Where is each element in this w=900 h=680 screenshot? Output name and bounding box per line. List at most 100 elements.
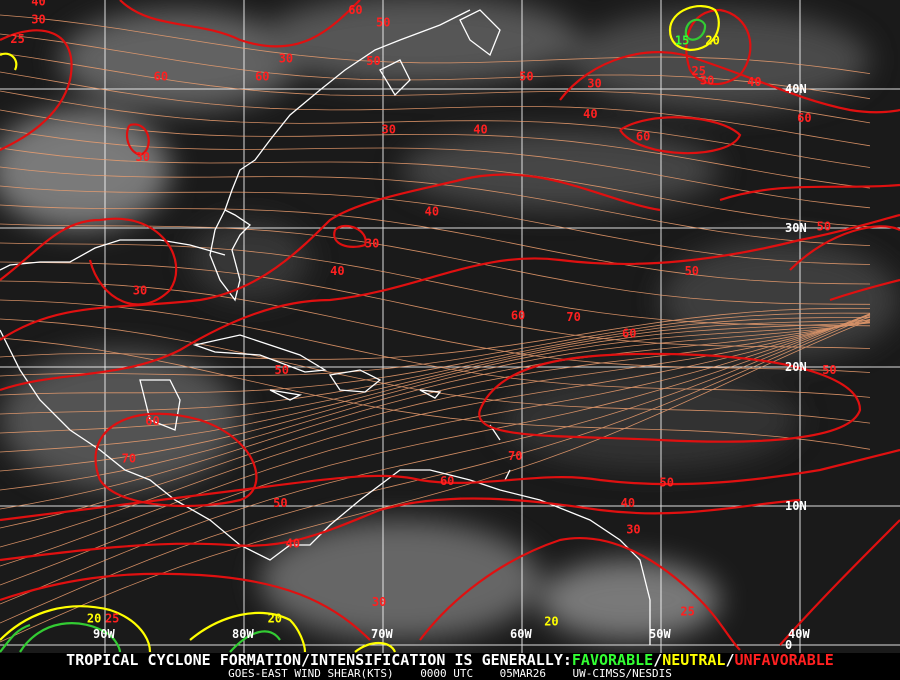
separator: / bbox=[653, 651, 663, 669]
contour-label: 15 bbox=[675, 33, 689, 47]
contour-label: 30 bbox=[700, 74, 714, 88]
contour-label: 30 bbox=[626, 523, 640, 537]
streamline bbox=[0, 316, 871, 624]
contour-label: 30 bbox=[133, 284, 147, 298]
contour-label: 40 bbox=[330, 264, 344, 278]
streamline bbox=[0, 312, 871, 377]
lat-label: 10N bbox=[785, 499, 807, 513]
caption-bar: TROPICAL CYCLONE FORMATION/INTENSIFICATI… bbox=[0, 653, 900, 680]
contour-label: 60 bbox=[145, 414, 159, 428]
contour-label: 30 bbox=[382, 122, 396, 136]
lat-label: 40N bbox=[785, 82, 807, 96]
legend-neutral: NEUTRAL bbox=[662, 651, 726, 669]
contour-label: 25 bbox=[10, 32, 24, 46]
contour-label: 50 bbox=[273, 496, 287, 510]
contour-label: 60 bbox=[440, 474, 454, 488]
streamline bbox=[0, 313, 871, 567]
contour-label: 40 bbox=[31, 0, 45, 8]
streamline bbox=[0, 313, 871, 586]
lon-label: 80W bbox=[232, 627, 254, 641]
lon-label: 70W bbox=[371, 627, 393, 641]
streamline bbox=[0, 320, 871, 415]
streamline bbox=[0, 322, 871, 472]
streamline bbox=[0, 318, 871, 424]
lon-label: 40W bbox=[788, 627, 810, 641]
axis-labels: 90W 80W 70W 60W 50W 40W 40N 30N 20N 10N 0 bbox=[93, 82, 810, 652]
contour-label: 25 bbox=[680, 605, 694, 619]
contour-label: 50 bbox=[366, 54, 380, 68]
streamline bbox=[0, 337, 871, 450]
streamline bbox=[0, 52, 871, 124]
contour-label: 20 bbox=[87, 612, 101, 626]
contour-label: 40 bbox=[286, 537, 300, 551]
headline: TROPICAL CYCLONE FORMATION/INTENSIFICATI… bbox=[0, 653, 900, 668]
contour-label: 30 bbox=[587, 76, 601, 90]
contour-label: 20 bbox=[268, 612, 282, 626]
streamline bbox=[0, 319, 871, 643]
contour-label: 30 bbox=[365, 236, 379, 250]
contour-label: 40 bbox=[473, 122, 487, 136]
contour-label: 70 bbox=[508, 449, 522, 463]
contour-label: 70 bbox=[566, 310, 580, 324]
contour-label: 30 bbox=[31, 13, 45, 27]
streamline bbox=[0, 320, 871, 491]
streamline bbox=[0, 307, 871, 360]
valid-date: 05MAR26 bbox=[499, 667, 547, 680]
contour-label: 20 bbox=[544, 614, 558, 628]
satellite-imagery bbox=[0, 0, 900, 640]
lat-label: 20N bbox=[785, 360, 807, 374]
streamline bbox=[0, 204, 871, 285]
streamline bbox=[0, 299, 871, 398]
product-info: GOES-EAST WIND SHEAR(KTS) 0000 UTC 05MAR… bbox=[0, 668, 900, 680]
lat-label: 0 bbox=[785, 638, 792, 652]
lon-label: 60W bbox=[510, 627, 532, 641]
streamline bbox=[0, 242, 871, 327]
streamline bbox=[0, 322, 871, 453]
streamline bbox=[0, 147, 871, 228]
contour-label: 50 bbox=[519, 69, 533, 83]
separator: / bbox=[725, 651, 735, 669]
streamline bbox=[0, 317, 870, 396]
streamline bbox=[0, 33, 871, 100]
contour-label: 40 bbox=[621, 496, 635, 510]
lon-label: 90W bbox=[93, 627, 115, 641]
contour-label: 30 bbox=[372, 595, 386, 609]
product-name: GOES-EAST WIND SHEAR(KTS) bbox=[228, 667, 394, 680]
contour-label: 50 bbox=[660, 475, 674, 489]
contour-label: 60 bbox=[154, 69, 168, 83]
streamline bbox=[0, 316, 871, 529]
contour-label: 50 bbox=[376, 15, 390, 29]
contour-label: 60 bbox=[636, 129, 650, 143]
valid-time: 0000 UTC bbox=[420, 667, 474, 680]
streamline bbox=[0, 90, 871, 168]
contour-label: 60 bbox=[511, 309, 525, 323]
contour-label: 25 bbox=[105, 612, 119, 626]
contour-label: 50 bbox=[685, 264, 699, 278]
contour-labels: 4030252060506060305050304030403060604030… bbox=[10, 0, 836, 628]
contour-label: 20 bbox=[705, 33, 719, 47]
contour-label: 60 bbox=[622, 327, 636, 341]
contour-label: 50 bbox=[275, 363, 289, 377]
shear-contours bbox=[0, 0, 900, 653]
contour-label: 40 bbox=[747, 75, 761, 89]
contour-label: 50 bbox=[817, 220, 831, 234]
streamline bbox=[0, 14, 871, 74]
contour-label: 40 bbox=[583, 107, 597, 121]
contour-label: 50 bbox=[822, 363, 836, 377]
contour-label: 60 bbox=[797, 111, 811, 125]
streamline bbox=[0, 71, 871, 147]
legend-favorable: FAVORABLE bbox=[571, 651, 654, 669]
streamline bbox=[0, 128, 871, 209]
streamline bbox=[0, 261, 871, 349]
contour-label: 60 bbox=[255, 69, 269, 83]
contour-label: 25 bbox=[692, 64, 706, 78]
contour-label: 40 bbox=[425, 204, 439, 218]
contour-label: 30 bbox=[279, 51, 293, 65]
legend-unfavorable: UNFAVORABLE bbox=[734, 651, 834, 669]
streamline bbox=[0, 280, 871, 373]
headline-prefix: TROPICAL CYCLONE FORMATION/INTENSIFICATI… bbox=[66, 651, 572, 669]
contour-label: 30 bbox=[136, 150, 150, 164]
contour-label: 60 bbox=[348, 3, 362, 17]
